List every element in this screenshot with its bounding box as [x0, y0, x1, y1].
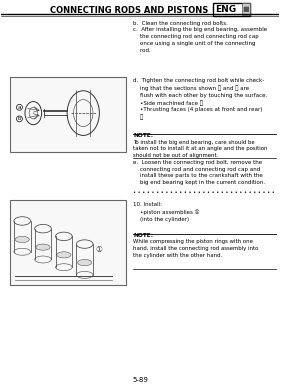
Text: To install the big end bearing, care should be
taken not to install it at an ang: To install the big end bearing, care sho… — [133, 140, 268, 158]
Ellipse shape — [36, 244, 50, 250]
FancyBboxPatch shape — [242, 3, 250, 15]
Text: 5-89: 5-89 — [132, 377, 148, 383]
Text: CONNECTING RODS AND PISTONS: CONNECTING RODS AND PISTONS — [50, 6, 208, 15]
Text: NOTE:: NOTE: — [133, 133, 153, 138]
Text: NOTE:: NOTE: — [133, 232, 153, 237]
Ellipse shape — [78, 260, 92, 266]
FancyBboxPatch shape — [213, 3, 250, 16]
Text: While compressing the piston rings with one
hand, install the connecting rod ass: While compressing the piston rings with … — [133, 239, 259, 258]
Ellipse shape — [57, 252, 71, 258]
Text: d.  Tighten the connecting rod bolt while check-
    ing that the sections shown: d. Tighten the connecting rod bolt while… — [133, 78, 268, 120]
Text: e.  Loosen the connecting rod bolt, remove the
    connecting rod and connecting: e. Loosen the connecting rod bolt, remov… — [133, 160, 265, 185]
Text: ■: ■ — [243, 6, 250, 12]
Text: 10. Install:
    •piston assemblies ①
    (into the cylinder): 10. Install: •piston assemblies ① (into … — [133, 203, 200, 222]
Text: b: b — [18, 116, 21, 121]
Bar — [10, 76, 126, 152]
Bar — [10, 200, 126, 284]
Text: b.  Clean the connecting rod bolts.
c.  After installing the big end bearing, as: b. Clean the connecting rod bolts. c. Af… — [133, 21, 267, 53]
Text: ①: ① — [95, 245, 102, 255]
Ellipse shape — [15, 236, 29, 242]
Text: ENG: ENG — [215, 5, 236, 14]
Text: • • • • • • • • • • • • • • • • • • • • • • • • • • • • • • •: • • • • • • • • • • • • • • • • • • • • … — [133, 190, 275, 195]
Text: a: a — [18, 105, 21, 110]
